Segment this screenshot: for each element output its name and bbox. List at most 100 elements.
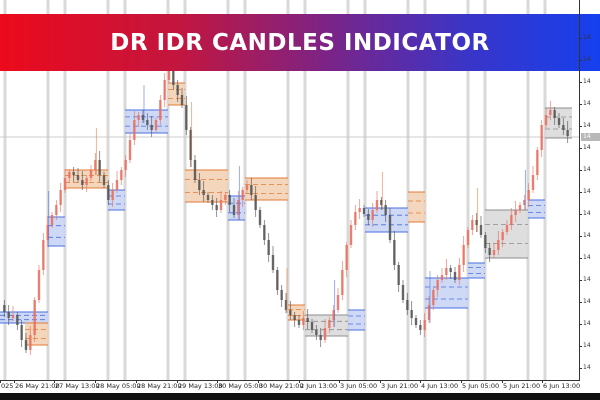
- candle-body: [518, 205, 522, 210]
- session-separator: [483, 0, 487, 380]
- candle-body: [358, 208, 361, 212]
- price-label: 14: [583, 254, 591, 261]
- candle-body: [24, 340, 28, 350]
- price-label: 14: [583, 166, 591, 173]
- candle-body: [375, 200, 379, 210]
- price-axis-line: [579, 0, 580, 381]
- time-tick: [95, 380, 96, 383]
- candle-body: [484, 235, 487, 248]
- candle-body: [566, 130, 569, 136]
- price-tick: [579, 60, 582, 61]
- candle-body: [505, 225, 509, 232]
- session-separator: [406, 0, 410, 380]
- time-tick: [136, 380, 137, 383]
- time-label: 3 Jun 05:00: [340, 382, 378, 390]
- candle-body: [193, 160, 197, 180]
- candle-body: [211, 200, 214, 205]
- candle-body: [102, 175, 106, 185]
- candle-body: [315, 330, 318, 335]
- time-tick: [54, 380, 55, 383]
- banner-title: DR IDR CANDLES INDICATOR: [110, 29, 490, 56]
- candle-body: [523, 200, 526, 205]
- candle-body: [297, 320, 301, 325]
- candle-body: [271, 255, 275, 270]
- candle-body: [384, 205, 387, 215]
- price-label: 14: [583, 276, 591, 283]
- candle-body: [406, 300, 409, 310]
- candle-body: [510, 215, 513, 225]
- candle-body: [410, 310, 413, 318]
- candle-body: [479, 225, 483, 235]
- candle-body: [3, 305, 6, 312]
- dr-box: [0, 312, 48, 323]
- price-tick: [579, 126, 582, 127]
- time-tick: [217, 380, 218, 383]
- candle-body: [150, 125, 153, 130]
- candle-body: [167, 70, 171, 80]
- time-label: 27 May 13:00: [55, 382, 100, 390]
- candle-body: [293, 315, 296, 320]
- candle-body: [202, 190, 205, 195]
- candle-body: [163, 80, 166, 100]
- candle-body: [367, 214, 370, 220]
- session-separator: [303, 0, 307, 380]
- candle-body: [172, 70, 175, 85]
- time-axis-line: [0, 380, 580, 381]
- candle-body: [89, 170, 93, 178]
- candle-body: [232, 205, 236, 215]
- candle-body: [59, 190, 62, 205]
- candle-body: [146, 120, 149, 125]
- candle-body: [16, 315, 19, 325]
- candle-body: [124, 160, 127, 170]
- candle-body: [98, 160, 101, 175]
- candle-body: [306, 318, 309, 322]
- candle-body: [544, 115, 548, 125]
- dr-box: [288, 305, 305, 320]
- candle-body: [50, 215, 54, 225]
- candle-body: [94, 160, 97, 170]
- candle-body: [475, 220, 478, 225]
- candle-body: [237, 200, 240, 215]
- candle-body: [63, 178, 67, 190]
- time-axis[interactable]: 025 26 May 21:00 27 May 13:00 28 May 05:00 2…: [0, 380, 580, 393]
- price-tick: [579, 170, 582, 171]
- candle-body: [245, 185, 249, 190]
- dr-box: [468, 263, 485, 278]
- time-label: 5 Jun 21:00: [503, 382, 541, 390]
- candle-body: [393, 240, 396, 265]
- candle-body: [159, 100, 162, 120]
- candle-body: [137, 115, 140, 120]
- dr-box: [425, 278, 468, 308]
- candle-body: [46, 225, 49, 240]
- candle-body: [111, 190, 114, 200]
- candle-body: [180, 95, 184, 105]
- candle-body: [228, 195, 231, 205]
- time-label: 2 Jun 13:00: [300, 382, 338, 390]
- candle-body: [241, 190, 244, 200]
- candle-body: [419, 325, 422, 330]
- candle-body: [280, 290, 283, 300]
- price-label: 14: [583, 34, 591, 41]
- candle-body: [189, 130, 192, 160]
- time-label: 30 May 21:00: [259, 382, 304, 390]
- time-tick: [14, 380, 15, 383]
- candle-body: [432, 290, 435, 305]
- candle-body: [120, 170, 123, 180]
- session-separator: [363, 0, 367, 380]
- candle-body: [185, 105, 188, 130]
- candle-body: [445, 268, 448, 275]
- candle-body: [440, 275, 444, 280]
- candle-body: [527, 190, 530, 200]
- session-separator: [46, 0, 50, 380]
- time-tick: [299, 380, 300, 383]
- candle-body: [371, 210, 374, 220]
- time-tick: [380, 380, 381, 383]
- candle-body: [414, 318, 418, 325]
- time-label: 28 May 05:00: [96, 382, 141, 390]
- price-axis[interactable]: 14 14 14 14 14 14 14 14 14 14 14 14 14 14 14 14 14: [579, 0, 600, 393]
- price-label: 14: [583, 78, 591, 85]
- candle-body: [85, 178, 88, 185]
- price-label: 14: [583, 298, 591, 305]
- price-tick: [579, 302, 582, 303]
